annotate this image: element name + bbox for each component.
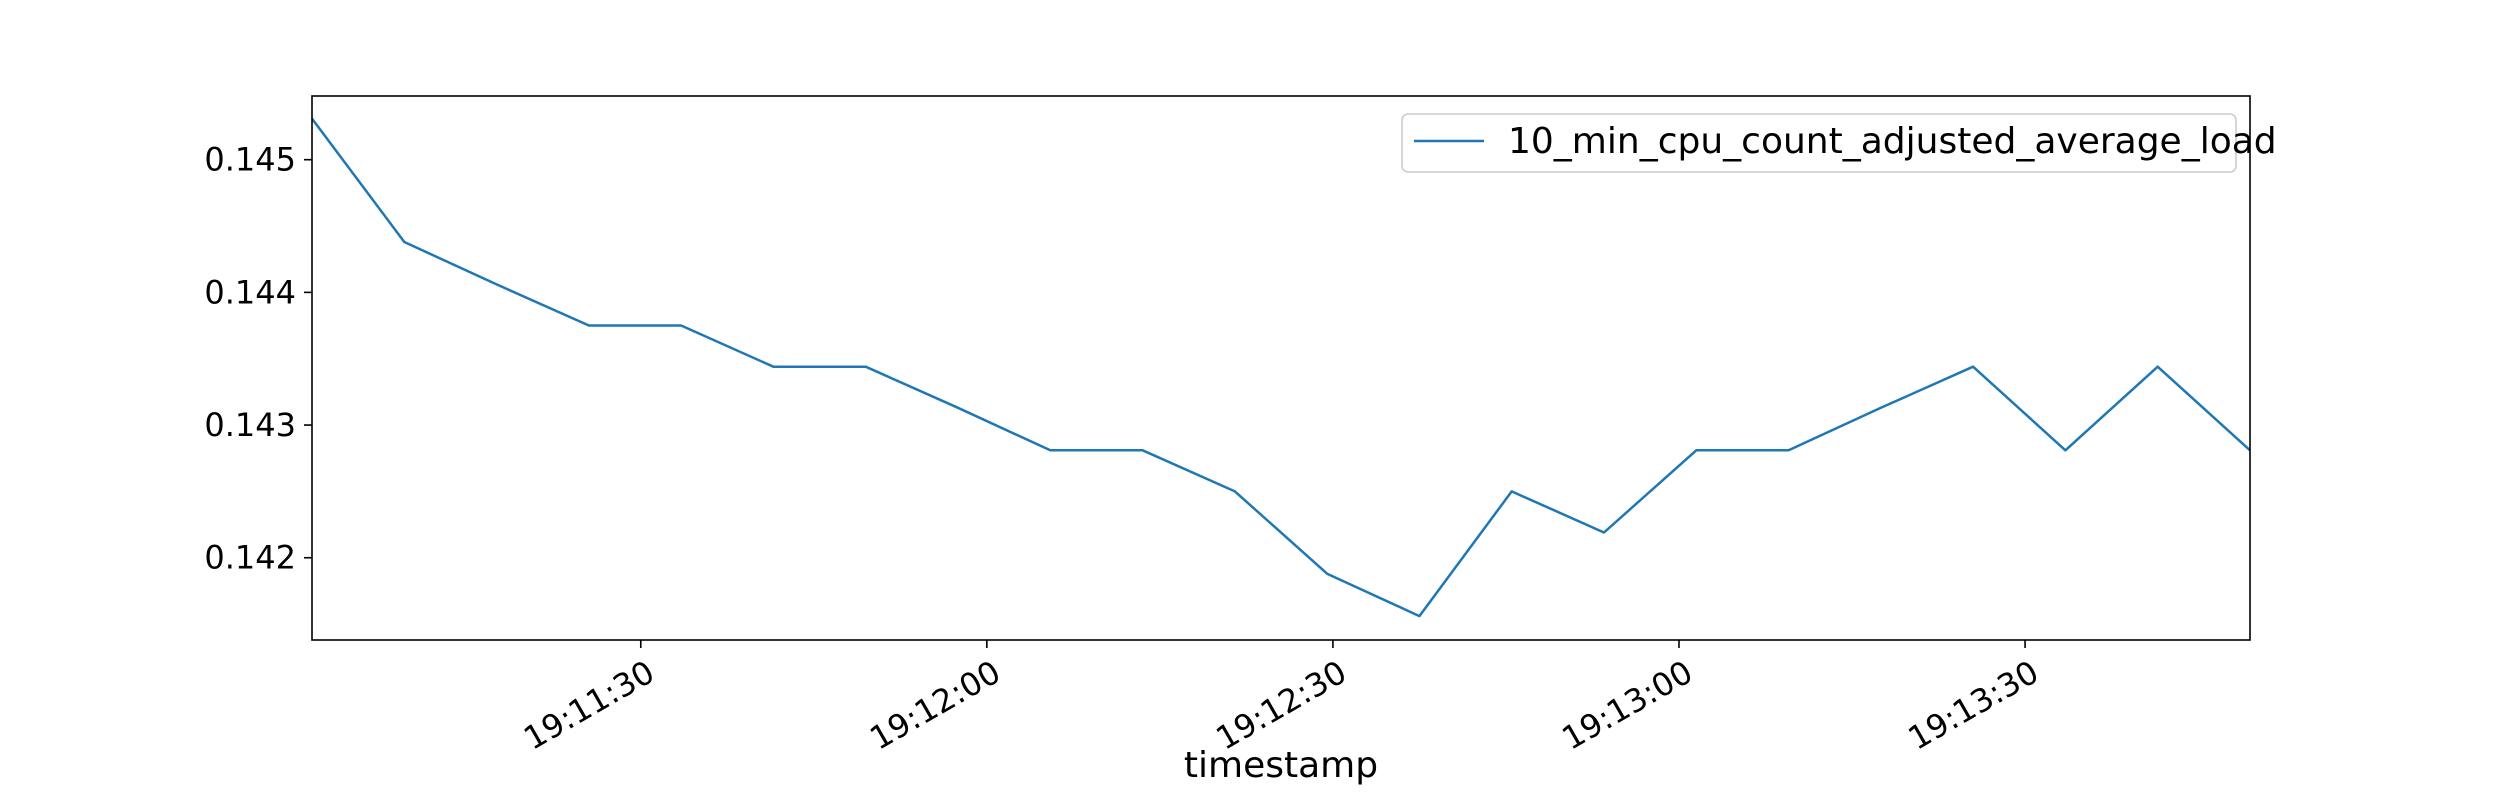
x-axis-ticks: 19:11:30 19:12:00 19:12:30 19:13:00 19:13:30 xyxy=(517,640,2045,758)
plot-background xyxy=(312,96,2250,640)
x-tick-label: 19:12:30 xyxy=(1209,653,1352,758)
x-axis-label: timestamp xyxy=(1184,745,1378,786)
legend: 10_min_cpu_count_adjusted_average_load xyxy=(1401,113,2277,173)
x-tick-label: 19:13:30 xyxy=(1902,653,2045,758)
x-tick-label: 19:11:30 xyxy=(517,653,660,758)
legend-label: 10_min_cpu_count_adjusted_average_load xyxy=(1508,121,2277,162)
series-line xyxy=(310,117,2251,618)
y-tick-label: 0.143 xyxy=(204,406,296,444)
x-tick-label: 19:12:00 xyxy=(863,653,1006,758)
y-axis-ticks: 0.142 0.143 0.144 0.145 xyxy=(204,141,312,577)
legend-box xyxy=(1401,113,2237,173)
y-tick-label: 0.142 xyxy=(204,539,296,577)
plot-frame xyxy=(311,95,2251,641)
series-layer xyxy=(310,117,2251,618)
x-tick-label: 19:13:00 xyxy=(1556,653,1699,758)
y-tick-label: 0.145 xyxy=(204,141,296,179)
y-tick-label: 0.144 xyxy=(204,273,296,311)
